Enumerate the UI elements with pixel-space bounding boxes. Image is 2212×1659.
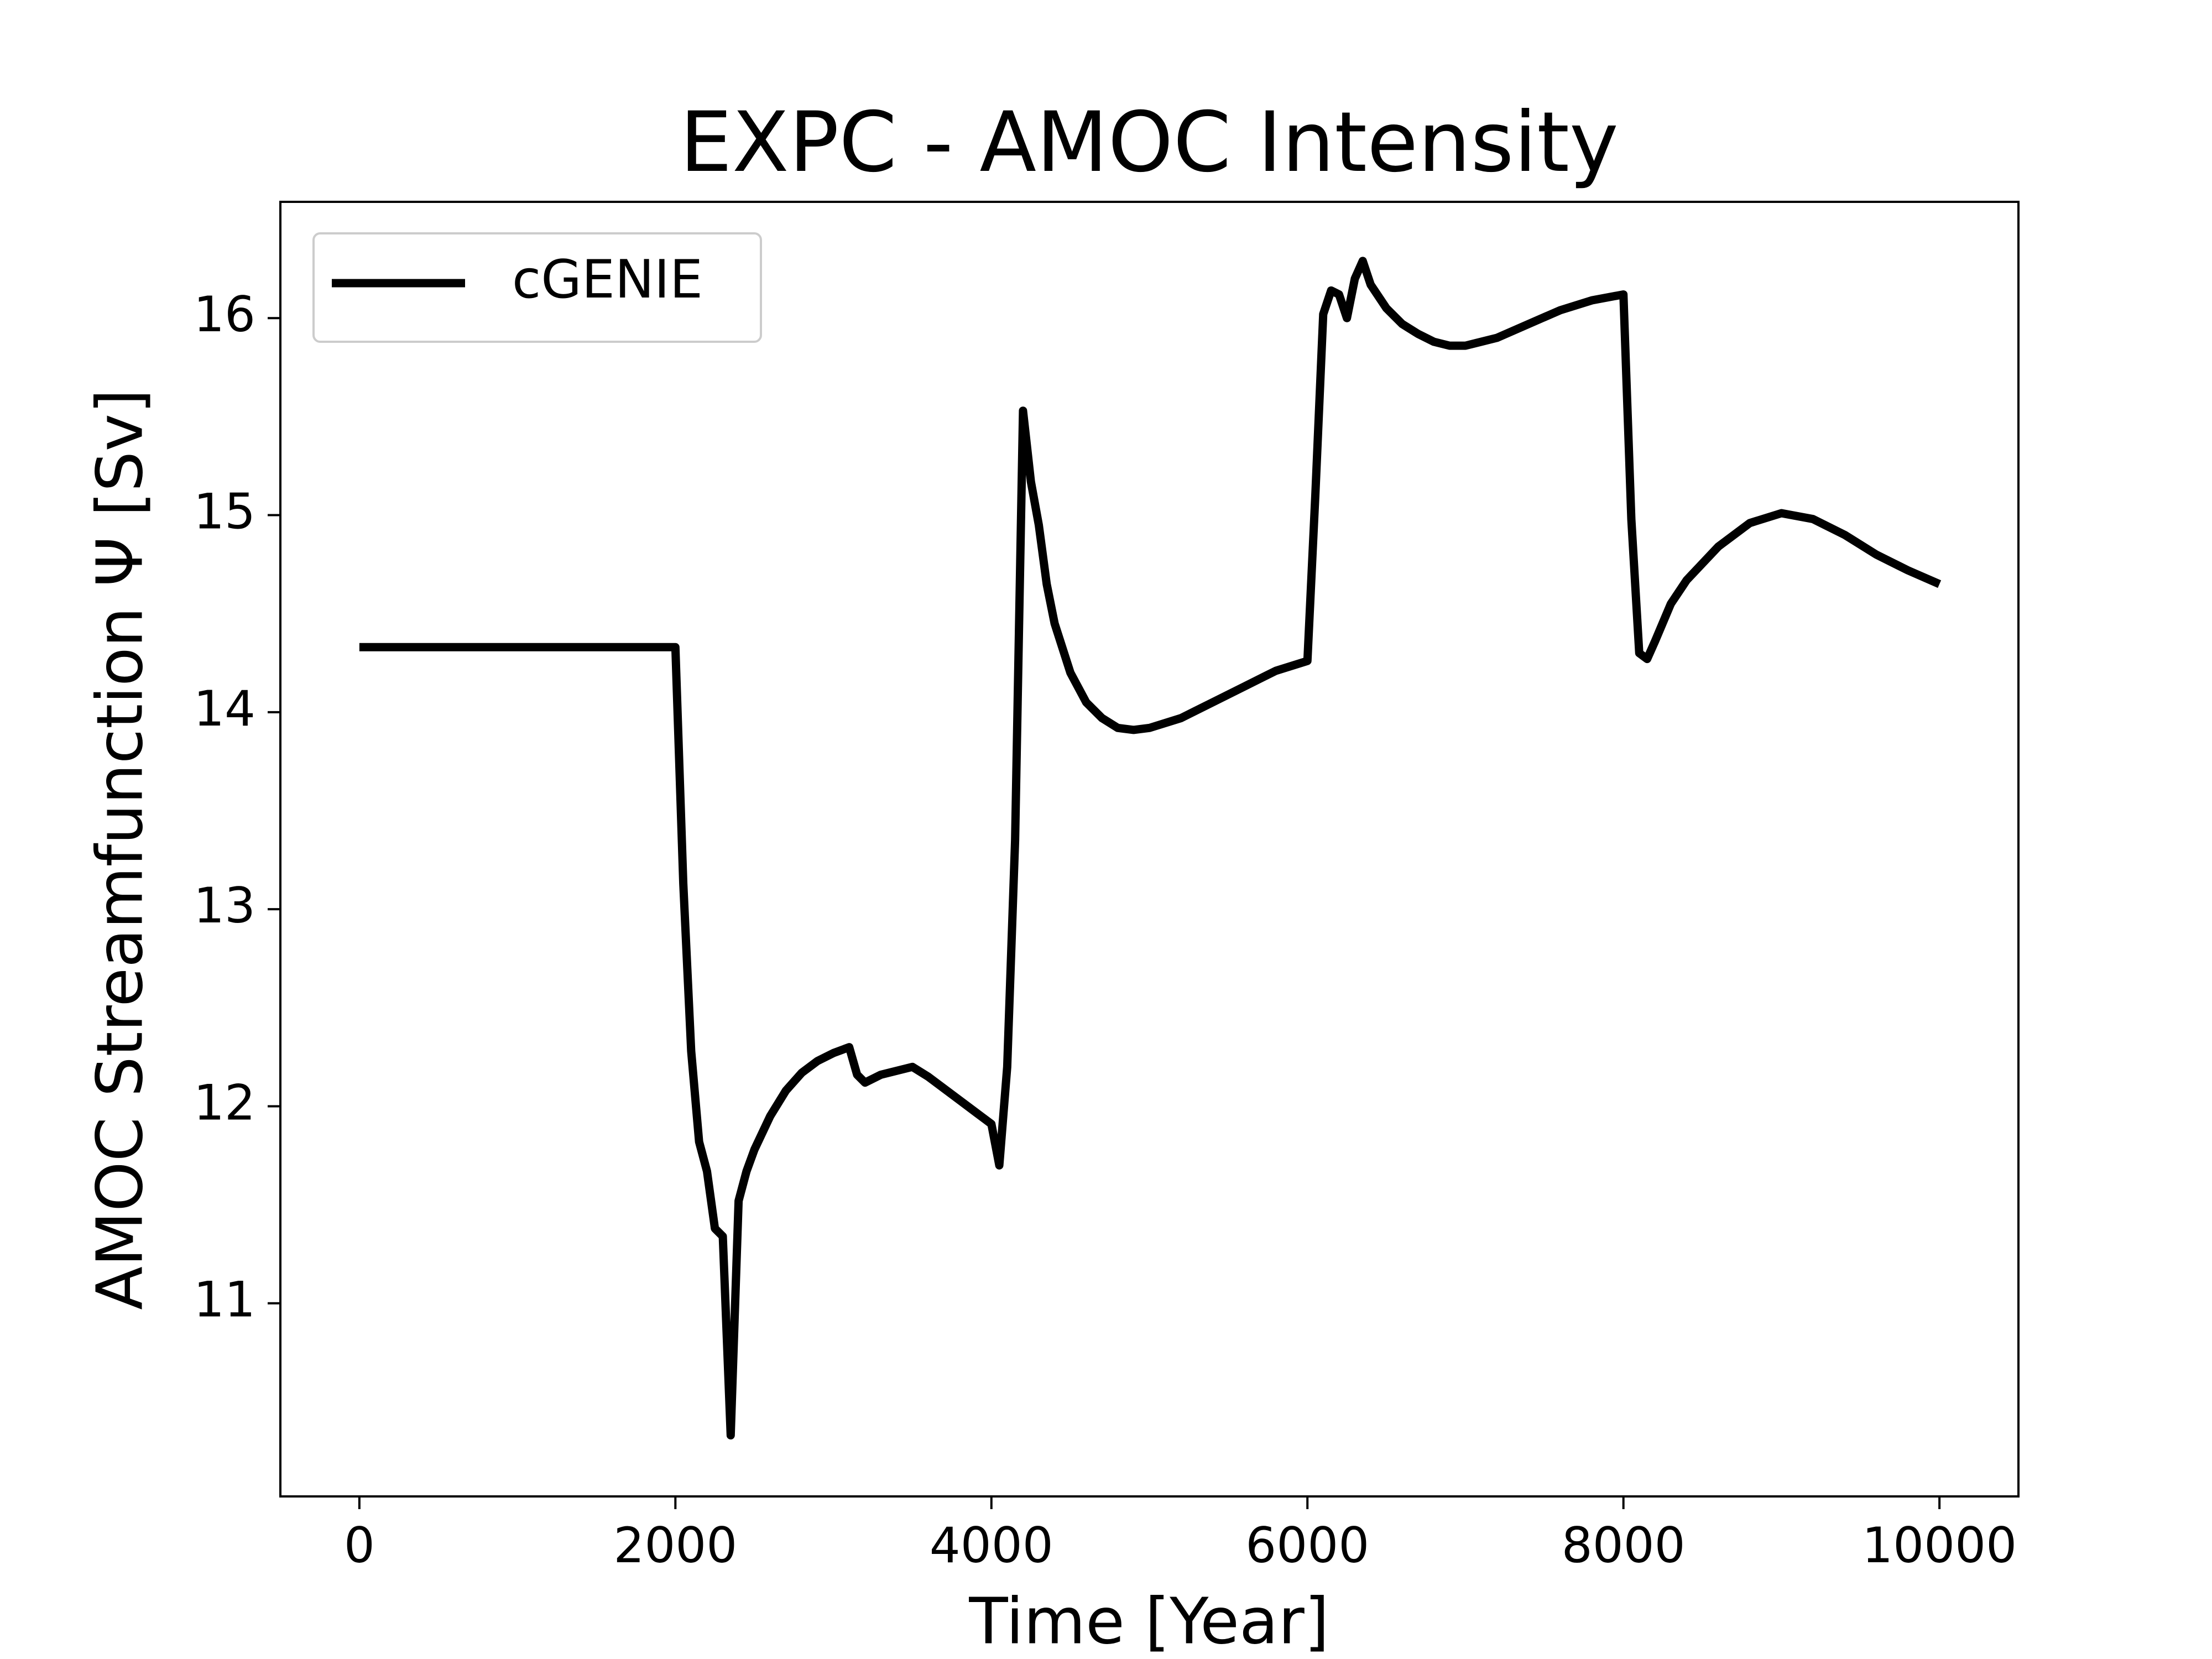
- x-tick-label: 6000: [1245, 1517, 1369, 1574]
- data-line: [359, 257, 1942, 1440]
- x-tick-label: 8000: [1562, 1517, 1686, 1574]
- y-tick-label: 14: [194, 680, 255, 737]
- y-tick-label: 12: [194, 1074, 255, 1131]
- y-tick-label: 13: [194, 877, 255, 934]
- x-tick-label: 10000: [1862, 1517, 2017, 1574]
- y-tick-label: 16: [194, 286, 255, 343]
- x-tick-label: 0: [344, 1517, 375, 1574]
- x-tick-label: 4000: [930, 1517, 1053, 1574]
- y-tick-label: 11: [194, 1271, 255, 1328]
- chart-title: EXPC - AMOC Intensity: [680, 95, 1619, 191]
- x-tick-label: 2000: [613, 1517, 737, 1574]
- y-tick-label: 15: [194, 483, 255, 540]
- y-axis-label: AMOC Streamfunction Ψ [Sv]: [84, 389, 158, 1310]
- legend-label: cGENIE: [512, 249, 703, 310]
- legend-box: [312, 232, 762, 343]
- plot-frame: [279, 201, 2020, 1498]
- x-axis-label: Time [Year]: [968, 1585, 1329, 1659]
